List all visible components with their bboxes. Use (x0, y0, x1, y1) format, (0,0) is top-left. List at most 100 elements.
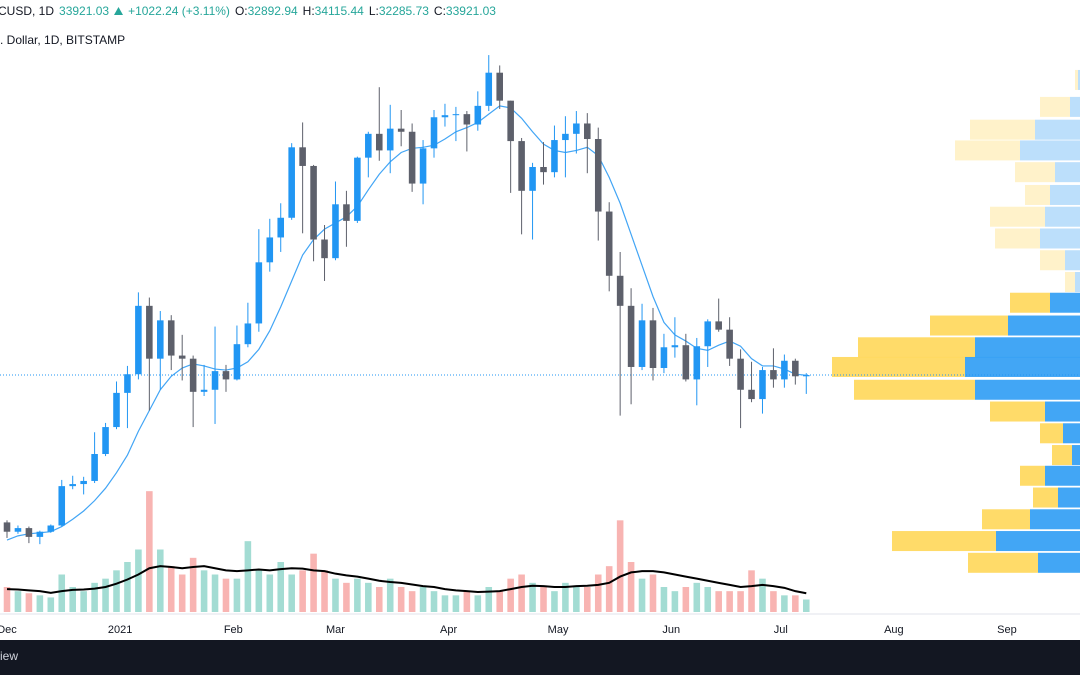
volume-bar (36, 595, 44, 612)
x-tick-label: May (548, 624, 569, 636)
candle-body (375, 133, 383, 151)
x-tick-label: Dec (0, 624, 17, 636)
candle-body (365, 133, 372, 158)
high-value: 34115.44 (314, 4, 364, 18)
volume-bar (3, 587, 11, 612)
candle-body (781, 360, 788, 380)
open-value: 32892.94 (247, 4, 298, 18)
candle-body (157, 320, 164, 359)
volume-bar (135, 549, 142, 612)
volume-bar (255, 570, 263, 612)
volume-bar (365, 582, 372, 612)
profile-bar (1065, 272, 1075, 293)
candle-body (529, 166, 536, 191)
candle-body (25, 528, 33, 537)
candle-body (540, 166, 547, 173)
candle-body (91, 454, 98, 481)
volume-bar (343, 582, 350, 612)
profile-bar (995, 228, 1040, 249)
candle-body (441, 115, 449, 118)
candle-body (14, 528, 22, 532)
volume-bar (474, 595, 482, 612)
candle-body (386, 128, 394, 151)
volume-bar (529, 582, 536, 612)
volume-bar (69, 587, 76, 612)
volume-bar (288, 574, 295, 612)
change: +1022.24 (+3.11%) (128, 4, 230, 18)
profile-bar (1025, 184, 1050, 205)
profile-bar (1075, 69, 1078, 90)
profile-bar (1050, 184, 1080, 205)
profile-bar (955, 140, 1020, 161)
candle-body (343, 204, 350, 221)
profile-bar (1078, 69, 1080, 90)
profile-bar (930, 315, 1008, 336)
candle-body (463, 114, 471, 125)
volume-bar (178, 574, 186, 612)
volume-bar (496, 591, 503, 612)
candle-body (299, 147, 306, 166)
volume-bar (551, 591, 558, 612)
candle-body (80, 480, 87, 485)
x-tick-label: Jun (662, 624, 680, 636)
subtitle: . Dollar, 1D, BITSTAMP (0, 33, 126, 47)
candle-body (36, 531, 44, 537)
volume-bar (671, 591, 679, 612)
candle-body (474, 105, 482, 125)
volume-bar (605, 566, 613, 612)
volume-bar (222, 578, 230, 612)
profile-bar (1055, 162, 1080, 183)
profile-bar (970, 119, 1035, 140)
candle-body (255, 262, 263, 324)
candle-body (113, 392, 120, 428)
profile-bar (1040, 250, 1065, 271)
low-value: 32285.73 (378, 4, 429, 18)
candle-body (496, 72, 503, 101)
x-tick-label: Feb (224, 624, 243, 636)
volume-bar (124, 562, 131, 612)
profile-bar (1015, 162, 1055, 183)
candle-body (682, 345, 690, 380)
profile-bar (1020, 465, 1045, 486)
profile-bar (968, 552, 1038, 573)
volume-bar (167, 566, 175, 612)
candle-body (770, 370, 777, 380)
volume-bar (770, 591, 777, 612)
x-tick-label: Jul (774, 624, 788, 636)
candle-body (485, 72, 493, 106)
profile-bar (1045, 206, 1080, 227)
volume-bar (748, 570, 755, 612)
candle-body (704, 321, 712, 347)
profile-bar (1040, 228, 1080, 249)
volume-bar (627, 562, 635, 612)
low-label: L: (368, 4, 379, 18)
candle-body (715, 321, 722, 330)
volume-bar (682, 587, 690, 612)
candle-body (58, 486, 66, 526)
candle-body (419, 148, 427, 184)
candle-body (354, 157, 361, 221)
profile-bar (1058, 487, 1080, 508)
profile-bar (858, 337, 975, 358)
profile-bar (1075, 272, 1080, 293)
profile-bar (854, 379, 975, 400)
volume-bar (310, 553, 317, 612)
profile-bar (1045, 401, 1080, 422)
volume-bar (518, 574, 525, 612)
ma-line (6, 105, 807, 541)
volume-bar (113, 570, 120, 612)
profile-bar (990, 206, 1045, 227)
volume-bar (375, 587, 383, 612)
candle-body (452, 114, 460, 116)
volume-bar (102, 578, 109, 612)
profile-bar (1020, 140, 1080, 161)
candle-body (3, 522, 11, 532)
volume-bar (14, 591, 22, 612)
volume-bar (660, 587, 668, 612)
volume-bar (200, 570, 208, 612)
profile-bar (1045, 465, 1080, 486)
candle-body (167, 320, 175, 356)
candle-body (649, 320, 657, 369)
